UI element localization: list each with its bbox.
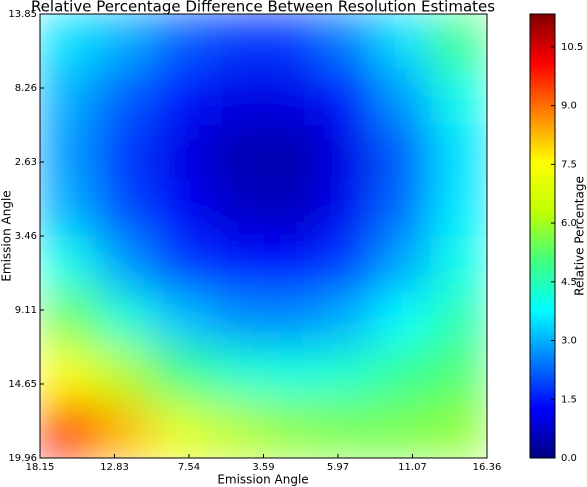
y-tick-label: 13.85 <box>8 9 37 20</box>
heatmap-cell <box>95 235 153 292</box>
heatmap-cell <box>40 180 97 237</box>
heatmap-cell <box>374 180 432 237</box>
heatmap-cell <box>318 69 376 126</box>
colorbar-label: Relative Percentage <box>573 176 587 296</box>
colorbar-tick-label: 6.0 <box>561 218 577 229</box>
heatmap-cell <box>151 14 209 70</box>
heatmap-cell <box>40 14 97 70</box>
heatmap-cell <box>318 235 376 292</box>
plot-area <box>40 14 487 458</box>
heatmap-cell <box>374 291 432 348</box>
heatmap-cell <box>263 124 320 181</box>
heatmap-cell <box>318 180 376 237</box>
heatmap-cell <box>318 124 376 181</box>
heatmap-cell <box>151 69 209 126</box>
heatmap-cell <box>95 180 153 237</box>
heatmap-cell <box>207 402 264 458</box>
heatmap-cell <box>95 402 153 458</box>
heatmap-cell <box>95 14 153 70</box>
heatmap-cell <box>207 346 264 403</box>
x-tick-label: 5.97 <box>327 462 349 473</box>
heatmap-cell <box>430 291 487 348</box>
colorbar-tick-label: 4.5 <box>561 277 577 288</box>
heatmap-cell <box>263 291 320 348</box>
heatmap-cell <box>207 235 264 292</box>
y-axis-label: Emission Angle <box>0 190 14 281</box>
heatmap-cell <box>207 291 264 348</box>
heatmap-cell <box>151 291 209 348</box>
y-tick-label: 14.65 <box>8 379 37 390</box>
heatmap-cell <box>263 235 320 292</box>
heatmap-cell <box>430 180 487 237</box>
heatmap-cell <box>430 346 487 403</box>
colorbar-tick-label: 7.5 <box>561 159 577 170</box>
heatmap-cell <box>207 69 264 126</box>
heatmap-cell <box>430 402 487 458</box>
colorbar-tick-label: 1.5 <box>561 394 577 405</box>
y-tick-label: 3.46 <box>15 231 37 242</box>
y-tick-label: 8.26 <box>15 83 37 94</box>
heatmap <box>40 14 487 458</box>
heatmap-cell <box>318 402 376 458</box>
heatmap-cell <box>263 180 320 237</box>
heatmap-cell <box>40 124 97 181</box>
heatmap-cell <box>207 124 264 181</box>
heatmap-cell <box>374 69 432 126</box>
heatmap-cell <box>40 402 97 458</box>
heatmap-cell <box>263 346 320 403</box>
heatmap-cell <box>430 14 487 70</box>
heatmap-cell <box>263 69 320 126</box>
heatmap-cell <box>151 402 209 458</box>
heatmap-cell <box>151 346 209 403</box>
heatmap-cell <box>374 346 432 403</box>
x-tick-label: 3.59 <box>252 462 274 473</box>
heatmap-cell <box>263 402 320 458</box>
heatmap-cell <box>374 235 432 292</box>
y-tick-label: 2.63 <box>15 157 37 168</box>
heatmap-cell <box>40 346 97 403</box>
heatmap-cell <box>151 235 209 292</box>
y-tick-label: 19.96 <box>8 453 37 464</box>
heatmap-cell <box>151 124 209 181</box>
heatmap-cell <box>40 291 97 348</box>
x-axis-label: Emission Angle <box>217 473 308 487</box>
colorbar-tick-label: 9.0 <box>561 101 577 112</box>
heatmap-cell <box>263 14 320 70</box>
heatmap-cell <box>318 291 376 348</box>
heatmap-cell <box>430 69 487 126</box>
heatmap-cell <box>374 402 432 458</box>
chart-title: Relative Percentage Difference Between R… <box>31 0 495 16</box>
heatmap-cell <box>151 180 209 237</box>
colorbar-tick-label: 10.5 <box>561 42 583 53</box>
heatmap-cell <box>95 346 153 403</box>
y-tick-label: 9.11 <box>15 305 37 316</box>
x-tick-label: 18.15 <box>26 462 55 473</box>
heatmap-cell <box>40 235 97 292</box>
heatmap-cell <box>374 124 432 181</box>
heatmap-cell <box>207 14 264 70</box>
colorbar-tick-label: 3.0 <box>561 336 577 347</box>
x-tick-label: 7.54 <box>178 462 200 473</box>
heatmap-cell <box>207 180 264 237</box>
colorbar <box>529 13 556 459</box>
heatmap-cell <box>318 14 376 70</box>
x-tick-label: 16.36 <box>473 462 502 473</box>
heatmap-cell <box>95 291 153 348</box>
heatmap-cell <box>430 235 487 292</box>
heatmap-cell <box>95 69 153 126</box>
heatmap-cell <box>95 124 153 181</box>
colorbar-tick-label: 0.0 <box>561 453 577 464</box>
x-tick-label: 12.83 <box>100 462 129 473</box>
x-tick-label: 11.07 <box>398 462 427 473</box>
heatmap-cell <box>430 124 487 181</box>
heatmap-cell <box>40 69 97 126</box>
heatmap-cell <box>318 346 376 403</box>
heatmap-cell <box>374 14 432 70</box>
